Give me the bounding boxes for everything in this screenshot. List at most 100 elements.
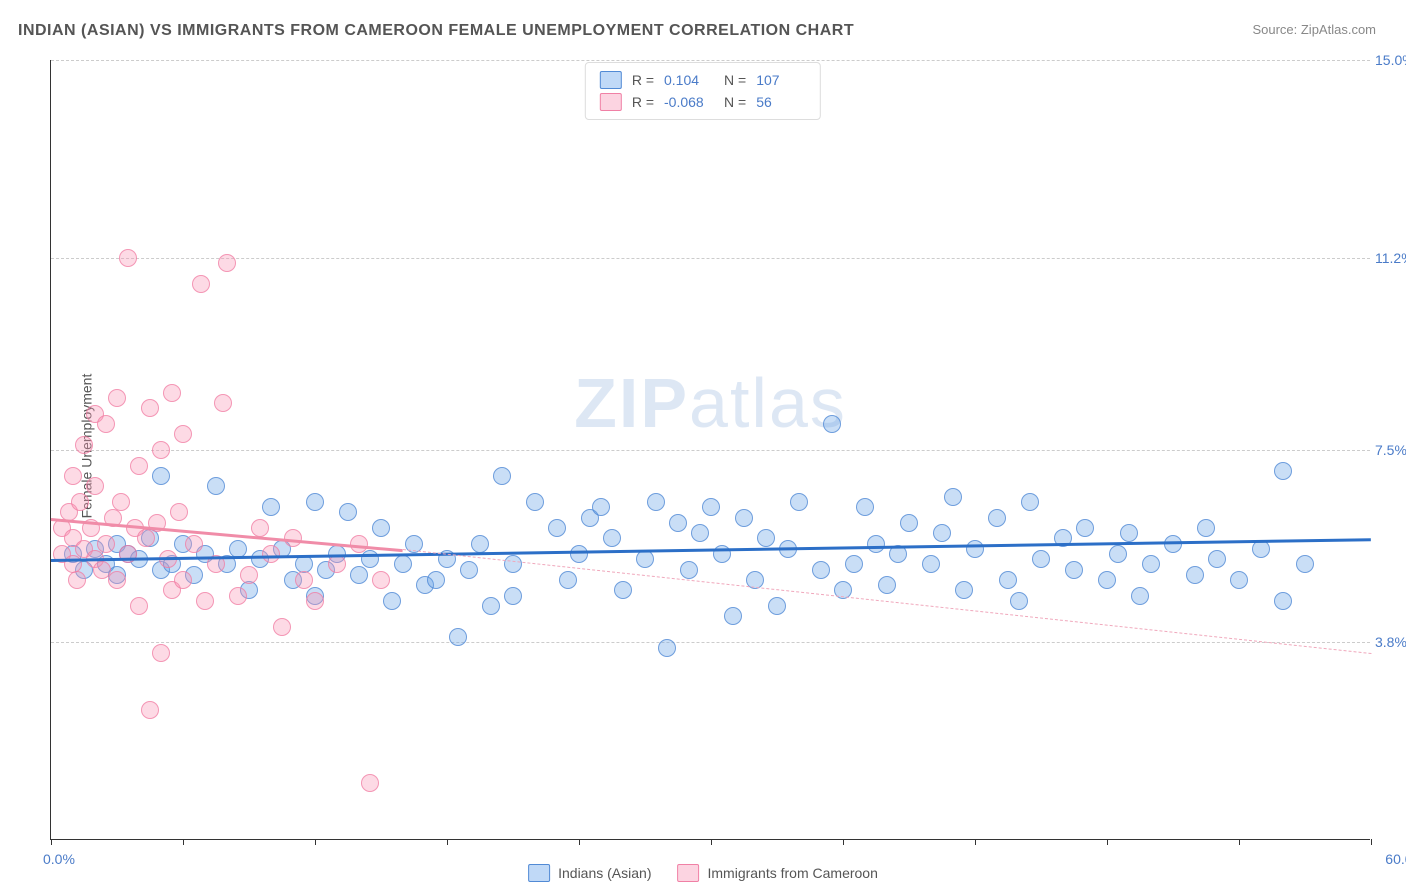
scatter-point [339, 503, 357, 521]
gridline [51, 258, 1370, 259]
scatter-point [306, 493, 324, 511]
scatter-point [845, 555, 863, 573]
r-value: 0.104 [664, 72, 714, 88]
scatter-point [636, 550, 654, 568]
scatter-point [1032, 550, 1050, 568]
scatter-point [1230, 571, 1248, 589]
scatter-point [163, 384, 181, 402]
scatter-point [229, 587, 247, 605]
scatter-point [152, 644, 170, 662]
scatter-point [768, 597, 786, 615]
scatter-point [141, 701, 159, 719]
legend-label: Immigrants from Cameroon [708, 865, 878, 881]
scatter-point [559, 571, 577, 589]
scatter-point [71, 493, 89, 511]
scatter-point [394, 555, 412, 573]
scatter-point [372, 571, 390, 589]
gridline [51, 450, 1370, 451]
scatter-point [702, 498, 720, 516]
scatter-point [152, 467, 170, 485]
x-tick [843, 839, 844, 845]
y-tick-label: 7.5% [1375, 442, 1406, 458]
scatter-point [1208, 550, 1226, 568]
scatter-point [112, 493, 130, 511]
scatter-point [955, 581, 973, 599]
scatter-point [383, 592, 401, 610]
scatter-point [108, 571, 126, 589]
x-axis-min-label: 0.0% [43, 851, 75, 867]
legend-item: Indians (Asian) [528, 864, 651, 882]
scatter-point [427, 571, 445, 589]
scatter-point [658, 639, 676, 657]
x-tick [447, 839, 448, 845]
scatter-point [119, 249, 137, 267]
n-value: 107 [756, 72, 806, 88]
scatter-point [1010, 592, 1028, 610]
scatter-point [966, 540, 984, 558]
legend-swatch [678, 864, 700, 882]
x-tick [315, 839, 316, 845]
scatter-point [174, 425, 192, 443]
scatter-point [108, 389, 126, 407]
scatter-point [757, 529, 775, 547]
scatter-point [86, 477, 104, 495]
y-tick-label: 3.8% [1375, 634, 1406, 650]
scatter-point [504, 555, 522, 573]
scatter-point [900, 514, 918, 532]
scatter-point [251, 519, 269, 537]
scatter-point [1021, 493, 1039, 511]
scatter-point [691, 524, 709, 542]
scatter-point [669, 514, 687, 532]
scatter-point [614, 581, 632, 599]
x-axis-max-label: 60.0% [1385, 851, 1406, 867]
x-tick [183, 839, 184, 845]
scatter-point [350, 535, 368, 553]
r-label: R = [632, 94, 654, 110]
scatter-point [823, 415, 841, 433]
legend-swatch [600, 93, 622, 111]
scatter-point [361, 774, 379, 792]
x-tick [1239, 839, 1240, 845]
legend-label: Indians (Asian) [558, 865, 651, 881]
scatter-point [130, 597, 148, 615]
series-legend: Indians (Asian) Immigrants from Cameroon [528, 864, 878, 882]
scatter-point [449, 628, 467, 646]
n-label: N = [724, 94, 746, 110]
scatter-point [944, 488, 962, 506]
scatter-point [97, 415, 115, 433]
scatter-point [504, 587, 522, 605]
scatter-point [603, 529, 621, 547]
scatter-point [372, 519, 390, 537]
scatter-point [933, 524, 951, 542]
scatter-point [64, 467, 82, 485]
scatter-point [999, 571, 1017, 589]
scatter-point [1142, 555, 1160, 573]
scatter-point [548, 519, 566, 537]
scatter-point [262, 545, 280, 563]
scatter-point [988, 509, 1006, 527]
y-tick-label: 11.2% [1375, 250, 1406, 266]
scatter-point [1197, 519, 1215, 537]
scatter-point [735, 509, 753, 527]
legend-item: Immigrants from Cameroon [678, 864, 878, 882]
scatter-point [1065, 561, 1083, 579]
legend-swatch [528, 864, 550, 882]
r-label: R = [632, 72, 654, 88]
scatter-point [724, 607, 742, 625]
x-tick [579, 839, 580, 845]
legend-row: R =0.104N =107 [600, 69, 806, 91]
chart-title: INDIAN (ASIAN) VS IMMIGRANTS FROM CAMERO… [18, 22, 854, 40]
scatter-point [812, 561, 830, 579]
scatter-point [1098, 571, 1116, 589]
scatter-point [570, 545, 588, 563]
scatter-point [152, 441, 170, 459]
n-value: 56 [756, 94, 806, 110]
scatter-point [350, 566, 368, 584]
scatter-point [1274, 462, 1292, 480]
correlation-legend: R =0.104N =107R =-0.068N =56 [585, 62, 821, 120]
scatter-point [1186, 566, 1204, 584]
scatter-point [460, 561, 478, 579]
scatter-point [328, 555, 346, 573]
source-attribution: Source: ZipAtlas.com [1252, 22, 1376, 37]
scatter-point [647, 493, 665, 511]
